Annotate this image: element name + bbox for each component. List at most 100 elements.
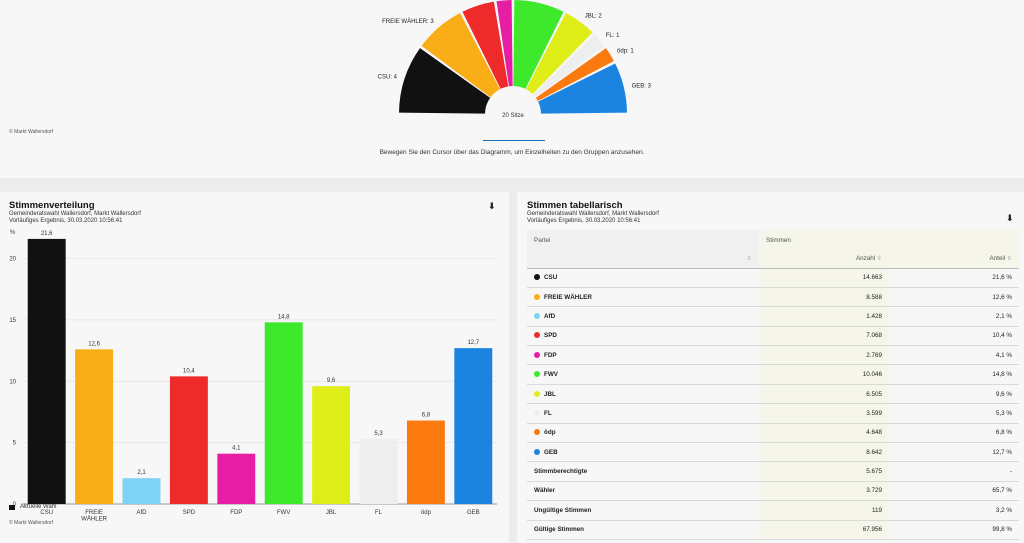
party-cell: SPD bbox=[527, 326, 759, 347]
sort-anzahl-button[interactable]: Anzahl ⇳ bbox=[759, 250, 889, 269]
seat-segment-3[interactable] bbox=[496, 0, 513, 87]
bar-3[interactable] bbox=[169, 376, 208, 504]
seat-segment-8[interactable] bbox=[538, 63, 627, 114]
bar-value-label: 12,7 bbox=[467, 340, 479, 346]
party-name: FREIE WÄHLER bbox=[544, 293, 592, 301]
table-row[interactable]: GEB 8.642 12,7 % bbox=[527, 442, 1019, 463]
seat-label-5: JBL: 2 bbox=[585, 13, 603, 19]
seat-segment-7[interactable] bbox=[535, 48, 614, 101]
anzahl-cell: 14.663 bbox=[759, 268, 889, 288]
party-name: SPD bbox=[544, 332, 557, 340]
x-tick-label: SPD bbox=[183, 510, 196, 516]
anzahl-cell: 2.769 bbox=[759, 345, 889, 366]
bar-8[interactable] bbox=[406, 420, 445, 504]
table-row[interactable]: FREIE WÄHLER 8.588 12,6 % bbox=[527, 287, 1019, 308]
party-cell: CSU bbox=[527, 268, 759, 288]
sort-icon: ⇳ bbox=[876, 256, 882, 263]
summary-anteil: 3,2 % bbox=[889, 500, 1019, 521]
seat-segment-0[interactable] bbox=[399, 48, 491, 114]
summary-row: Gültige Stimmen 67.956 99,8 % bbox=[527, 520, 1019, 540]
table-row[interactable]: SPD 7.068 10,4 % bbox=[527, 326, 1019, 347]
party-name: ödp bbox=[544, 429, 556, 437]
bar-1[interactable] bbox=[75, 349, 114, 504]
seat-segment-2[interactable] bbox=[462, 1, 509, 89]
bar-value-label: 12,6 bbox=[88, 341, 100, 347]
x-tick-label: JBL bbox=[326, 510, 337, 516]
bar-panel-result-line: Vorläufiges Ergebnis, 30.03.2020 10:56:4… bbox=[9, 218, 123, 224]
bar-5[interactable] bbox=[264, 322, 303, 504]
vote-bar-chart[interactable]: %0510152021,6CSU12,6FREIEWÄHLER2,1AfD10,… bbox=[0, 222, 509, 522]
anteil-cell: 14,8 % bbox=[889, 364, 1019, 385]
summary-anzahl: 67.956 bbox=[759, 520, 889, 540]
summary-anteil: - bbox=[889, 461, 1019, 482]
chart-legend[interactable]: Aktuelle Wahl bbox=[9, 504, 56, 510]
summary-row: Ungültige Stimmen 119 3,2 % bbox=[527, 500, 1019, 521]
anzahl-cell: 8.588 bbox=[759, 287, 889, 308]
table-row[interactable]: FDP 2.769 4,1 % bbox=[527, 345, 1019, 366]
bar-panel-subtitle: Gemeinderatswahl Wallersdorf, Markt Wall… bbox=[9, 211, 141, 217]
vote-table-panel: Stimmen tabellarisch Gemeinderatswahl Wa… bbox=[517, 192, 1024, 543]
summary-label: Stimmberechtigte bbox=[527, 461, 759, 482]
seat-segment-5[interactable] bbox=[526, 13, 593, 94]
party-name: GEB bbox=[544, 448, 558, 456]
sort-icon: ⇳ bbox=[1006, 256, 1012, 263]
col-header-anzahl: Anzahl bbox=[855, 255, 876, 263]
table-row[interactable]: CSU 14.663 21,6 % bbox=[527, 268, 1019, 288]
party-name: FWV bbox=[544, 371, 558, 379]
bar-0[interactable] bbox=[27, 238, 66, 504]
summary-row: Stimmberechtigte 5.675- bbox=[527, 461, 1019, 482]
table-download-icon[interactable]: ⬇ bbox=[1006, 213, 1014, 223]
table-row[interactable]: FL 3.599 5,3 % bbox=[527, 403, 1019, 424]
bar-value-label: 9,6 bbox=[327, 378, 336, 384]
summary-anteil: 99,8 % bbox=[889, 520, 1019, 540]
summary-anteil: 65,7 % bbox=[889, 481, 1019, 502]
bar-6[interactable] bbox=[312, 386, 351, 504]
sort-partei-button[interactable]: ⇳ bbox=[527, 250, 759, 269]
table-row[interactable]: AfD 1.428 2,1 % bbox=[527, 306, 1019, 327]
download-icon[interactable]: ⬇ bbox=[488, 201, 496, 211]
party-name: JBL bbox=[544, 390, 556, 398]
summary-label: Gültige Stimmen bbox=[527, 520, 759, 540]
seat-copyright: © Markt Wallersdorf bbox=[9, 129, 54, 135]
x-tick-label: FWV bbox=[277, 510, 290, 516]
bar-7[interactable] bbox=[359, 438, 398, 504]
bar-4[interactable] bbox=[217, 453, 256, 504]
seat-label-1: FREIE WÄHLER: 3 bbox=[382, 18, 434, 25]
anzahl-cell: 8.642 bbox=[759, 442, 889, 463]
anteil-cell: 12,6 % bbox=[889, 287, 1019, 308]
y-tick-label: 20 bbox=[9, 257, 16, 263]
y-axis-label: % bbox=[10, 230, 16, 236]
seat-segment-6[interactable] bbox=[533, 34, 605, 98]
x-tick-label: FDP bbox=[230, 510, 242, 516]
x-tick-label: CSU bbox=[40, 510, 53, 516]
legend-swatch bbox=[9, 504, 15, 510]
sort-anteil-button[interactable]: Anteil ⇳ bbox=[889, 250, 1019, 269]
anteil-cell: 21,6 % bbox=[889, 268, 1019, 288]
table-row[interactable]: ödp 4.648 6,8 % bbox=[527, 423, 1019, 444]
bar-value-label: 10,4 bbox=[183, 368, 195, 374]
anteil-cell: 12,7 % bbox=[889, 442, 1019, 463]
summary-label: Ungültige Stimmen bbox=[527, 500, 759, 521]
anzahl-cell: 7.068 bbox=[759, 326, 889, 347]
party-name: CSU bbox=[544, 274, 558, 282]
party-name: FL bbox=[544, 409, 552, 417]
votes-table: Partei Stimmen ⇳ Anzahl ⇳ Anteil ⇳ CSU 14… bbox=[527, 230, 1019, 540]
anteil-cell: 4,1 % bbox=[889, 345, 1019, 366]
table-row[interactable]: FWV 10.046 14,8 % bbox=[527, 364, 1019, 385]
seat-segment-4[interactable] bbox=[513, 0, 564, 89]
party-color-dot bbox=[534, 351, 540, 358]
summary-anzahl: 3.729 bbox=[759, 481, 889, 502]
bar-2[interactable] bbox=[122, 478, 161, 504]
anteil-cell: 2,1 % bbox=[889, 306, 1019, 327]
party-cell: GEB bbox=[527, 442, 759, 463]
table-row[interactable]: JBL 6.505 9,6 % bbox=[527, 384, 1019, 405]
bar-9[interactable] bbox=[454, 348, 493, 504]
seat-segment-1[interactable] bbox=[421, 13, 500, 98]
votes-table-body: CSU 14.663 21,6 % FREIE WÄHLER 8.588 12,6 % Af… bbox=[527, 268, 1019, 540]
party-color-dot bbox=[534, 371, 540, 378]
col-header-anteil: Anteil bbox=[989, 255, 1006, 263]
anteil-cell: 6,8 % bbox=[889, 423, 1019, 444]
bar-panel-title: Stimmenverteilung bbox=[9, 200, 95, 211]
